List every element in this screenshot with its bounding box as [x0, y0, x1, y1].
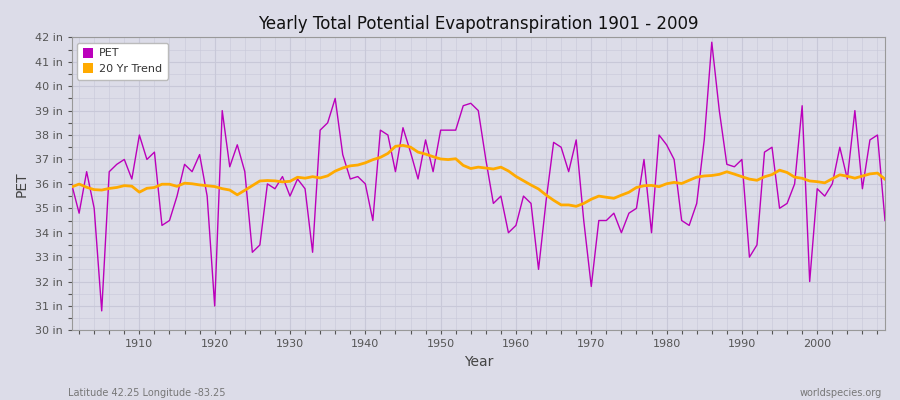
- Title: Yearly Total Potential Evapotranspiration 1901 - 2009: Yearly Total Potential Evapotranspiratio…: [258, 15, 698, 33]
- Legend: PET, 20 Yr Trend: PET, 20 Yr Trend: [77, 43, 168, 80]
- Text: Latitude 42.25 Longitude -83.25: Latitude 42.25 Longitude -83.25: [68, 388, 225, 398]
- Text: worldspecies.org: worldspecies.org: [800, 388, 882, 398]
- X-axis label: Year: Year: [464, 355, 493, 369]
- Y-axis label: PET: PET: [15, 171, 29, 197]
